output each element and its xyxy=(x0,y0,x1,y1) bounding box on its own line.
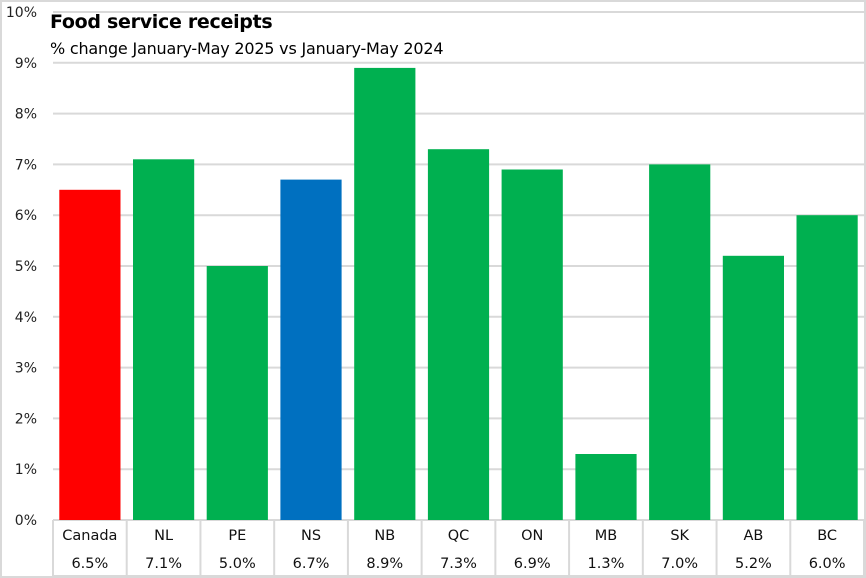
bar-bc xyxy=(796,215,858,520)
bar-nb xyxy=(354,67,416,521)
bar-on xyxy=(501,169,563,520)
y-axis-tick-labels: 0% 1% 2% 3% 4% 5% 6% 7% 8% 9% 10% xyxy=(6,5,37,529)
category-label: QC xyxy=(448,528,470,544)
value-label: 6.0% xyxy=(809,556,846,572)
value-label: 7.0% xyxy=(661,556,698,572)
value-label: 8.9% xyxy=(366,556,403,572)
category-label: Canada xyxy=(62,528,117,544)
category-label: BC xyxy=(817,528,837,544)
y-tick-label: 1% xyxy=(15,462,37,478)
category-label: SK xyxy=(670,528,689,544)
bar-ns xyxy=(280,179,342,520)
y-tick-label: 3% xyxy=(15,361,37,377)
y-tick-label: 5% xyxy=(15,259,37,275)
value-label: 7.3% xyxy=(440,556,477,572)
value-label: 6.9% xyxy=(514,556,551,572)
category-label: NL xyxy=(154,528,173,544)
value-label: 6.7% xyxy=(293,556,330,572)
value-label: 5.0% xyxy=(219,556,256,572)
y-tick-label: 2% xyxy=(15,411,37,427)
y-tick-label: 6% xyxy=(15,208,37,224)
data-table: Canada 6.5% NL 7.1% PE 5.0% NS 6.7% NB 8.9% QC 7.3%… xyxy=(52,520,865,577)
y-tick-label: 8% xyxy=(15,107,37,123)
value-label: 1.3% xyxy=(588,556,625,572)
chart-title: Food service receipts xyxy=(50,11,273,33)
y-tick-label: 0% xyxy=(15,513,37,529)
y-tick-label: 10% xyxy=(6,5,37,21)
bar-nl xyxy=(133,159,195,521)
y-tick-label: 7% xyxy=(15,157,37,173)
category-label: NB xyxy=(374,528,395,544)
category-label: AB xyxy=(743,528,763,544)
bar-mb xyxy=(575,454,637,520)
category-label: NS xyxy=(301,528,321,544)
bar-qc xyxy=(427,149,490,520)
value-label: 6.5% xyxy=(71,556,108,572)
y-tick-label: 9% xyxy=(15,56,37,72)
bar-canada xyxy=(59,189,121,521)
chart-subtitle: % change January-May 2025 vs January-May… xyxy=(50,39,444,58)
bar-ab xyxy=(722,255,784,521)
category-label: PE xyxy=(228,528,246,544)
category-label: MB xyxy=(595,528,617,544)
bar-sk xyxy=(649,164,711,520)
value-label: 7.1% xyxy=(145,556,182,572)
bar-pe xyxy=(206,266,268,520)
bars xyxy=(59,67,858,521)
category-label: ON xyxy=(521,528,543,544)
y-tick-label: 4% xyxy=(15,310,37,326)
value-label: 5.2% xyxy=(735,556,772,572)
